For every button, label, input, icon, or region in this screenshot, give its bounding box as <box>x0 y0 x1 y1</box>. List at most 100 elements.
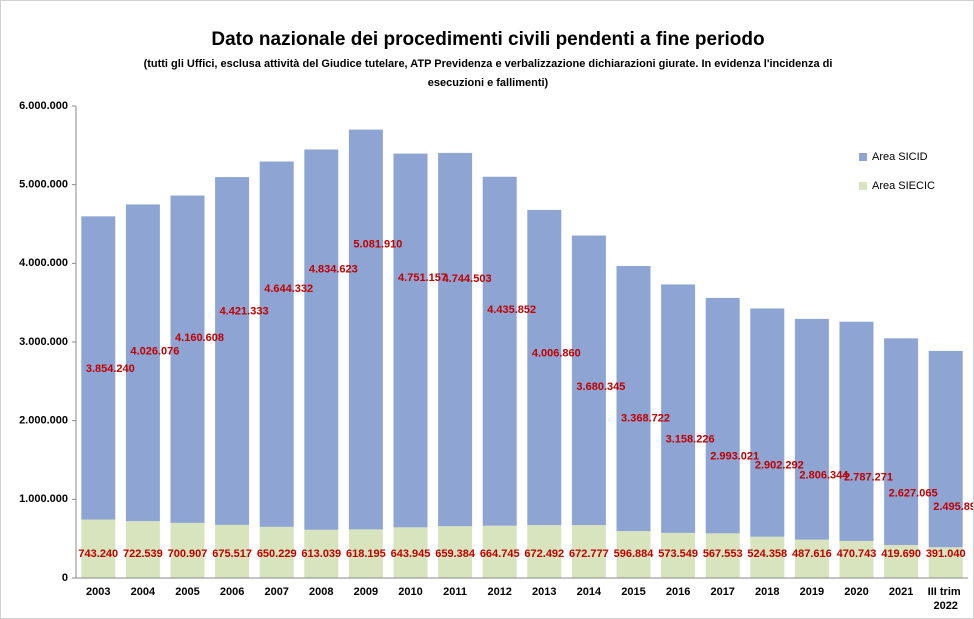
x-tick-label: III trim 2022 <box>928 586 964 612</box>
y-tick-label: 3.000.000 <box>19 336 68 348</box>
bar-segment <box>81 216 116 520</box>
value-label: 487.616 <box>792 548 832 560</box>
bar-segment <box>170 195 205 523</box>
bar-segment <box>616 531 651 578</box>
value-label: 2.495.898 <box>933 501 973 513</box>
bar-segment <box>482 525 517 578</box>
x-tick-label: 2014 <box>577 586 602 598</box>
bar-segment <box>215 177 250 525</box>
x-tick-label: 2011 <box>443 586 467 598</box>
value-label: 672.492 <box>524 548 564 560</box>
value-label: 3.368.722 <box>621 412 670 424</box>
bar-segment <box>527 525 562 578</box>
value-label: 4.006.860 <box>532 348 581 360</box>
x-tick-label: 2016 <box>666 586 690 598</box>
bar-segment <box>884 338 919 545</box>
y-tick-label: 0 <box>62 572 68 584</box>
bar-segment <box>571 235 606 526</box>
value-label: 419.690 <box>881 548 921 560</box>
value-label: 4.435.852 <box>487 304 536 316</box>
x-tick-label: 2008 <box>309 586 333 598</box>
x-tick-label: 2020 <box>844 586 868 598</box>
bar-segment <box>170 522 205 578</box>
value-label: 391.040 <box>926 548 966 560</box>
value-label: 3.158.226 <box>666 434 715 446</box>
value-label: 659.384 <box>435 548 476 560</box>
bar-segment <box>794 539 829 578</box>
x-tick-label: 2015 <box>621 586 645 598</box>
bar-segment <box>928 350 963 548</box>
x-tick-label: 2007 <box>264 586 288 598</box>
y-tick-label: 6.000.000 <box>19 100 68 112</box>
value-label: 4.834.623 <box>309 264 358 276</box>
value-label: 700.907 <box>168 548 208 560</box>
value-label: 2.787.271 <box>844 471 893 483</box>
bar-segment <box>571 525 606 578</box>
value-label: 2.993.021 <box>710 451 759 463</box>
bar-segment <box>661 284 696 533</box>
x-tick-label: 2017 <box>710 586 734 598</box>
x-tick-label: 2003 <box>86 586 110 598</box>
value-label: 4.751.157 <box>398 272 447 284</box>
value-label: 650.229 <box>257 548 297 560</box>
chart-subtitle: (tutti gli Uffici, esclusa attività del … <box>143 58 833 89</box>
value-label: 470.743 <box>837 548 877 560</box>
bar-segment <box>215 524 250 578</box>
value-label: 2.902.292 <box>755 460 804 472</box>
value-label: 567.553 <box>703 548 743 560</box>
bar-segment <box>661 532 696 578</box>
legend-swatch <box>859 153 867 161</box>
value-label: 2.806.344 <box>799 469 849 481</box>
x-tick-label: 2013 <box>532 586 556 598</box>
bar-segment <box>839 540 874 578</box>
value-label: 4.744.503 <box>443 273 492 285</box>
value-label: 4.026.076 <box>130 346 179 358</box>
bar-segment <box>750 536 785 578</box>
bar-segment <box>616 266 651 532</box>
value-label: 3.680.345 <box>576 381 625 393</box>
x-tick-label: 2021 <box>889 586 913 598</box>
bar-segment <box>705 297 740 534</box>
bar-segment <box>348 129 383 530</box>
x-tick-label: 2019 <box>800 586 824 598</box>
bar-segment <box>794 318 829 540</box>
value-label: 2.627.065 <box>889 488 938 500</box>
bar-segment <box>438 152 473 527</box>
legend-swatch <box>859 182 867 190</box>
value-label: 618.195 <box>346 548 386 560</box>
bar-segment <box>259 161 294 527</box>
y-tick-label: 5.000.000 <box>19 179 68 191</box>
bar-segment <box>750 308 785 537</box>
x-tick-label: 2005 <box>175 586 199 598</box>
legend-label: Area SIECIC <box>872 180 935 192</box>
value-label: 3.854.240 <box>86 363 135 375</box>
value-label: 722.539 <box>123 548 163 560</box>
chart-title: Dato nazionale dei procedimenti civili p… <box>211 29 765 50</box>
bar-segment <box>348 529 383 578</box>
value-label: 672.777 <box>569 548 609 560</box>
value-label: 643.945 <box>391 548 431 560</box>
bar-segment <box>259 526 294 578</box>
value-label: 573.549 <box>658 548 698 560</box>
value-label: 613.039 <box>301 548 341 560</box>
x-tick-label: 2004 <box>131 586 156 598</box>
bar-segment <box>705 533 740 578</box>
bar-segment <box>884 544 919 578</box>
x-tick-label: 2010 <box>398 586 422 598</box>
bar-segment <box>81 519 116 578</box>
value-label: 596.884 <box>614 548 655 560</box>
bar-segment <box>304 149 339 530</box>
x-tick-label: 2006 <box>220 586 244 598</box>
legend-label: Area SICID <box>872 151 928 163</box>
bar-segment <box>482 176 517 526</box>
x-tick-label: 2012 <box>487 586 511 598</box>
bar-segment <box>527 209 562 526</box>
y-tick-label: 4.000.000 <box>19 257 68 269</box>
value-label: 4.160.608 <box>175 332 224 344</box>
x-tick-label: 2018 <box>755 586 779 598</box>
value-label: 4.644.332 <box>264 283 313 295</box>
bar-segment <box>393 527 428 578</box>
bar-segment <box>839 321 874 541</box>
